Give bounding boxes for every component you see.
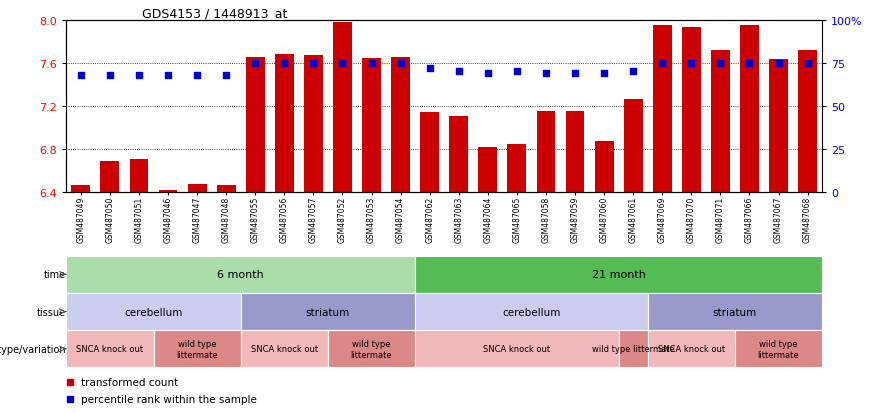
Text: time: time (43, 270, 65, 280)
Bar (130, 160, 149, 192)
Bar (682, 28, 701, 192)
Bar (648, 330, 735, 368)
Text: 6 month: 6 month (217, 270, 264, 280)
Bar (328, 330, 415, 368)
Bar (735, 330, 822, 368)
Point (364, 60, 378, 67)
Bar (740, 26, 758, 192)
Bar (624, 100, 643, 192)
Text: striatum: striatum (713, 307, 757, 317)
Bar (391, 58, 410, 192)
Bar (507, 145, 526, 192)
Point (219, 72, 233, 79)
Point (713, 60, 728, 67)
Point (393, 60, 408, 67)
Bar (240, 330, 328, 368)
Bar (449, 117, 469, 192)
Text: SNCA knock out: SNCA knock out (251, 344, 318, 354)
Point (597, 71, 611, 77)
Text: SNCA knock out: SNCA knock out (76, 344, 143, 354)
Bar (711, 51, 730, 192)
Text: cerebellum: cerebellum (125, 307, 183, 317)
Text: genotype/variation: genotype/variation (0, 344, 65, 354)
Point (684, 60, 698, 67)
Point (568, 71, 582, 77)
Text: cerebellum: cerebellum (502, 307, 560, 317)
Text: wild type
littermate: wild type littermate (176, 339, 218, 358)
Bar (420, 113, 439, 192)
Bar (66, 293, 240, 330)
Point (335, 60, 349, 67)
Text: tissue: tissue (36, 307, 65, 317)
Bar (415, 330, 619, 368)
Bar (537, 112, 555, 192)
Bar (275, 55, 293, 192)
Text: transformed count: transformed count (81, 377, 179, 387)
Bar (798, 51, 817, 192)
Text: wild type
littermate: wild type littermate (758, 339, 799, 358)
Bar (304, 56, 323, 192)
Bar (648, 293, 822, 330)
Point (801, 60, 815, 67)
Bar (415, 256, 822, 293)
Point (103, 72, 117, 79)
Bar (566, 112, 584, 192)
Point (481, 71, 495, 77)
Bar (652, 26, 672, 192)
Point (423, 65, 437, 72)
Bar (101, 162, 119, 192)
Bar (72, 185, 90, 192)
Point (248, 60, 263, 67)
Bar (158, 191, 178, 192)
Point (161, 72, 175, 79)
Point (539, 71, 553, 77)
Text: SNCA knock out: SNCA knock out (484, 344, 551, 354)
Bar (769, 60, 788, 192)
Point (452, 69, 466, 75)
Bar (619, 330, 648, 368)
Text: wild type littermate: wild type littermate (591, 344, 674, 354)
Bar (415, 293, 648, 330)
Point (743, 60, 757, 67)
Text: GDS4153 / 1448913_at: GDS4153 / 1448913_at (142, 7, 287, 19)
Point (772, 60, 786, 67)
Point (73, 72, 88, 79)
Point (510, 69, 524, 75)
Point (307, 60, 321, 67)
Point (278, 60, 292, 67)
Text: SNCA knock out: SNCA knock out (658, 344, 725, 354)
Bar (66, 330, 154, 368)
Bar (66, 256, 415, 293)
Text: striatum: striatum (306, 307, 350, 317)
Bar (154, 330, 240, 368)
Bar (217, 185, 236, 192)
Text: wild type
littermate: wild type littermate (351, 339, 392, 358)
Bar (246, 58, 264, 192)
Point (626, 69, 640, 75)
Bar (595, 142, 613, 192)
Point (190, 72, 204, 79)
Bar (478, 148, 498, 192)
Bar (187, 185, 207, 192)
Bar (362, 59, 381, 192)
Point (132, 72, 146, 79)
Text: percentile rank within the sample: percentile rank within the sample (81, 394, 257, 404)
Text: 21 month: 21 month (591, 270, 645, 280)
Bar (240, 293, 415, 330)
Point (655, 60, 669, 67)
Bar (333, 23, 352, 192)
